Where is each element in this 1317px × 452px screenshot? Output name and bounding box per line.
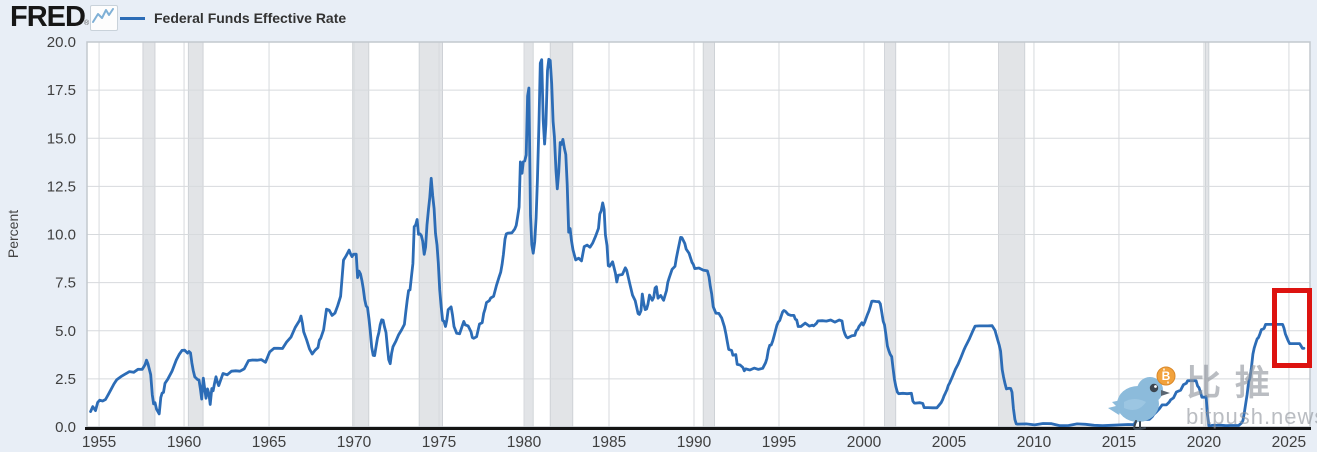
x-tick-label: 2000 xyxy=(847,434,882,451)
x-tick-label: 1985 xyxy=(592,434,626,451)
x-tick-label: 2020 xyxy=(1187,434,1222,451)
highlight-annotation-box xyxy=(1272,288,1312,368)
x-tick-label: 1955 xyxy=(82,434,116,451)
x-tick-label: 1965 xyxy=(252,434,286,451)
y-tick-label: 0.0 xyxy=(55,419,76,436)
y-tick-label: 5.0 xyxy=(55,323,76,340)
y-tick-label: 12.5 xyxy=(47,178,76,195)
chart-legend: Federal Funds Effective Rate xyxy=(120,10,346,26)
x-tick-label: 1975 xyxy=(422,434,456,451)
x-tick-label: 1995 xyxy=(762,434,796,451)
y-tick-label: 7.5 xyxy=(55,275,76,292)
y-tick-label: 20.0 xyxy=(47,34,76,51)
y-tick-label: 15.0 xyxy=(47,130,76,147)
x-tick-label: 1970 xyxy=(337,434,372,451)
fred-sparkline-icon xyxy=(90,5,118,31)
x-tick-label: 2005 xyxy=(932,434,966,451)
legend-label: Federal Funds Effective Rate xyxy=(154,10,347,26)
x-tick-label: 1960 xyxy=(167,434,202,451)
registered-mark: ® xyxy=(84,20,90,27)
x-tick-label: 2025 xyxy=(1272,434,1306,451)
legend-line-swatch xyxy=(120,16,145,20)
chart-header: FRED ® Federal Funds Effective Rate xyxy=(0,0,1317,36)
fred-logo: FRED xyxy=(10,1,86,33)
rate-series-line xyxy=(89,57,1306,428)
y-tick-label: 2.5 xyxy=(55,371,76,388)
y-tick-label: 17.5 xyxy=(47,82,76,99)
x-tick-label: 1980 xyxy=(507,434,542,451)
x-tick-label: 1990 xyxy=(677,434,712,451)
x-tick-label: 2010 xyxy=(1017,434,1052,451)
y-tick-label: 10.0 xyxy=(47,227,76,244)
x-tick-label: 2015 xyxy=(1102,434,1136,451)
y-axis-title: Percent xyxy=(5,209,21,259)
